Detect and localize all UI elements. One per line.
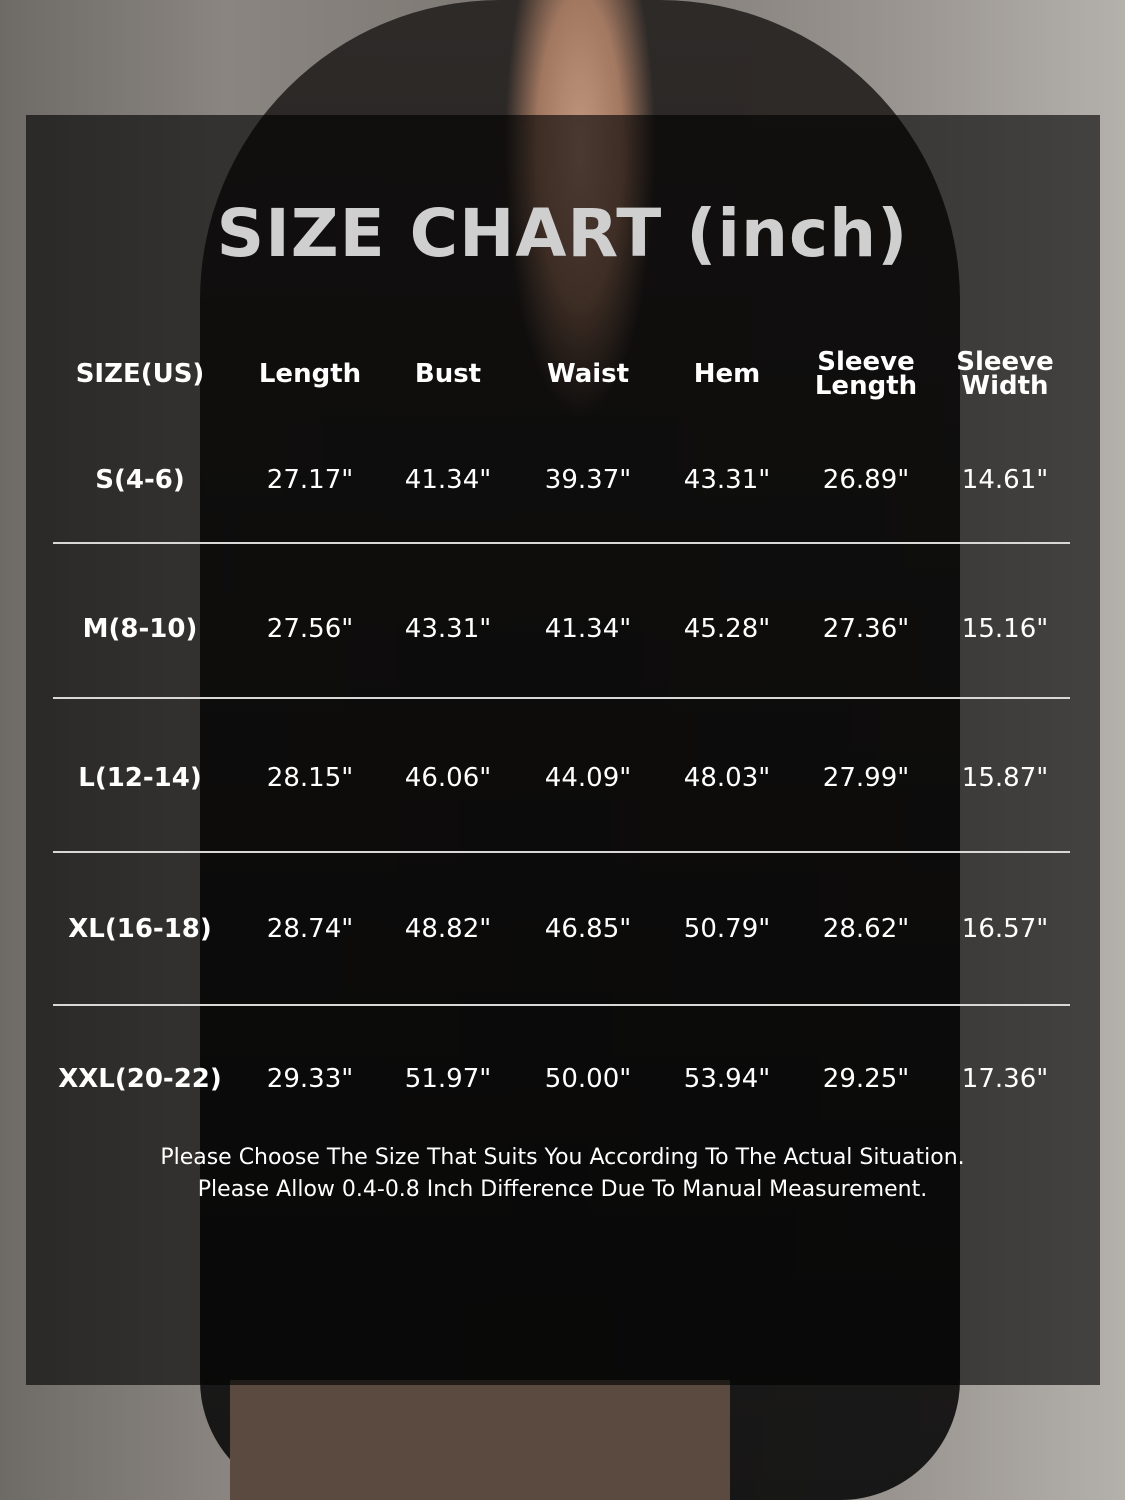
measurement-cell: 29.25" (822, 1064, 910, 1094)
size-label: L(12-14) (78, 763, 202, 793)
measurement-cell: 28.15" (266, 763, 354, 793)
column-header: Sleeve Width (956, 347, 1054, 401)
column-header: Bust (414, 359, 482, 389)
measurement-cell: 17.36" (961, 1064, 1049, 1094)
measurement-cell: 46.06" (404, 763, 492, 793)
note-line-2: Please Allow 0.4-0.8 Inch Difference Due… (197, 1177, 928, 1202)
measurement-cell: 46.85" (544, 914, 632, 944)
row-divider (53, 1004, 1070, 1006)
measurement-cell: 43.31" (683, 465, 771, 495)
measurement-cell: 51.97" (404, 1064, 492, 1094)
measurement-cell: 50.79" (683, 914, 771, 944)
page-title: SIZE CHART (inch) (216, 195, 909, 272)
measurement-cell: 15.87" (961, 763, 1049, 793)
background-photo-detail (230, 1380, 730, 1500)
measurement-cell: 16.57" (961, 914, 1049, 944)
column-header: Sleeve Length (814, 347, 918, 401)
measurement-cell: 26.89" (822, 465, 910, 495)
row-divider (53, 851, 1070, 853)
column-header: Hem (693, 359, 761, 389)
measurement-cell: 44.09" (544, 763, 632, 793)
measurement-cell: 39.37" (544, 465, 632, 495)
size-chart-panel (26, 115, 1100, 1385)
measurement-cell: 27.36" (822, 614, 910, 644)
measurement-cell: 28.74" (266, 914, 354, 944)
measurement-cell: 27.56" (266, 614, 354, 644)
size-label: S(4-6) (95, 465, 185, 495)
row-divider (53, 542, 1070, 544)
measurement-cell: 50.00" (544, 1064, 632, 1094)
measurement-cell: 41.34" (544, 614, 632, 644)
measurement-cell: 45.28" (683, 614, 771, 644)
measurement-cell: 41.34" (404, 465, 492, 495)
measurement-cell: 53.94" (683, 1064, 771, 1094)
column-header: SIZE(US) (75, 359, 205, 389)
measurement-cell: 27.99" (822, 763, 910, 793)
row-divider (53, 697, 1070, 699)
measurement-cell: 28.62" (822, 914, 910, 944)
size-label: XL(16-18) (68, 914, 212, 944)
measurement-cell: 27.17" (266, 465, 354, 495)
measurement-cell: 48.03" (683, 763, 771, 793)
column-header: Length (258, 359, 362, 389)
size-label: M(8-10) (82, 614, 198, 644)
measurement-cell: 29.33" (266, 1064, 354, 1094)
note-line-1: Please Choose The Size That Suits You Ac… (160, 1145, 965, 1170)
measurement-cell: 15.16" (961, 614, 1049, 644)
measurement-cell: 48.82" (404, 914, 492, 944)
size-label: XXL(20-22) (58, 1064, 222, 1094)
measurement-cell: 14.61" (961, 465, 1049, 495)
measurement-cell: 43.31" (404, 614, 492, 644)
column-header: Waist (546, 359, 630, 389)
